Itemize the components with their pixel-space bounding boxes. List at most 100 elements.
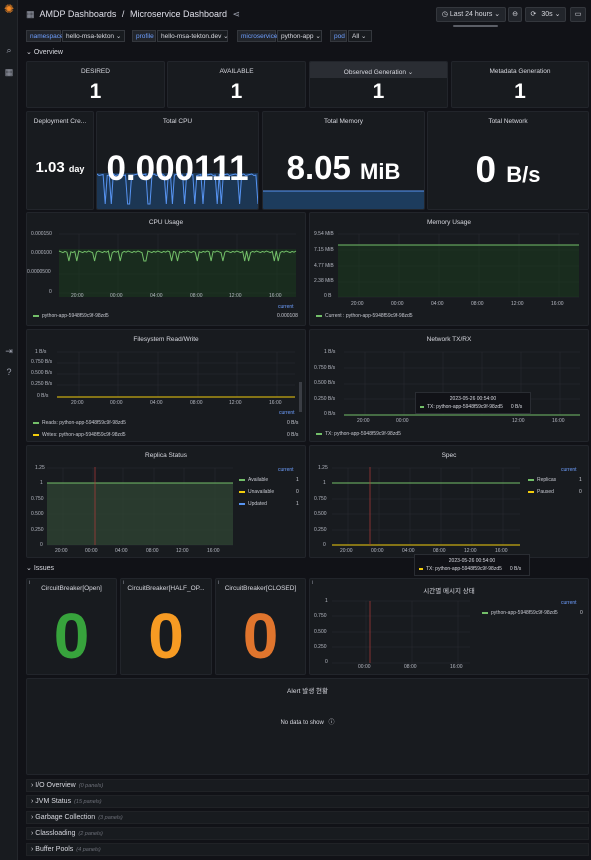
- sign-in-icon[interactable]: ⇥: [5, 346, 13, 356]
- panel-title: Spec: [441, 452, 457, 459]
- legend-label: Reads: python-app-5948f59c9f-98zd5: [42, 420, 126, 426]
- row-title: I/O Overview: [35, 782, 76, 789]
- refresh-button[interactable]: ⟳ 30s ⌄: [525, 7, 566, 22]
- variable-value[interactable]: hello-msa-tekton ⌄: [62, 30, 125, 42]
- y-tick: 0 B/s: [324, 411, 336, 417]
- legend-scrollbar[interactable]: [299, 382, 302, 412]
- row-jvm-status[interactable]: › JVM Status (15 panels): [26, 795, 589, 808]
- search-icon[interactable]: ⌕: [6, 45, 12, 55]
- chevron-down-icon: ⌄: [494, 11, 501, 18]
- chevron-down-icon: ⌄: [554, 11, 561, 18]
- y-tick: 0.250: [314, 644, 327, 650]
- x-tick: 20:00: [71, 293, 84, 299]
- row-panel-count: (0 panels): [78, 783, 104, 789]
- legend-item[interactable]: python-app-5948f59c9f-98zd5: [33, 313, 109, 319]
- panel-spec[interactable]: Spec 1.25 1 0.750 0.500 0.250 0 20:00 00…: [309, 445, 589, 558]
- stat-panel-cb-closed[interactable]: i CircuitBreaker[CLOSED] 0: [215, 578, 306, 675]
- legend-item-writes[interactable]: Writes: python-app-5948f59c9f-98zd5: [33, 432, 126, 438]
- legend-item[interactable]: TX: python-app-5948f59c9f-98zd5: [316, 431, 401, 437]
- y-tick: 2.38 MiB: [314, 278, 334, 284]
- stat-value: 1: [372, 80, 385, 103]
- stat-value: 0: [242, 600, 279, 672]
- tooltip-time: 2023-05-26 00:54:00: [448, 558, 496, 564]
- x-tick: 08:00: [471, 301, 484, 307]
- stat-panel-metadata-generation[interactable]: Metadata Generation 1: [451, 61, 589, 108]
- panel-network-tx-rx[interactable]: Network TX/RX 1 B/s 0.750 B/s 0.500 B/s …: [309, 329, 589, 442]
- stat-panel-total-network[interactable]: Total Network 0 B/s: [427, 111, 589, 210]
- message-status-graph: [332, 600, 470, 664]
- info-icon[interactable]: i: [218, 580, 220, 586]
- row-classloading[interactable]: › Classloading (2 panels): [26, 827, 589, 840]
- variable-value[interactable]: python-app ⌄: [277, 30, 322, 42]
- panel-replica-status[interactable]: Replica Status 1.25 1 0.750 0.500 0.250 …: [26, 445, 306, 558]
- row-issues[interactable]: ⌄ Issues: [26, 565, 55, 572]
- panel-memory-usage[interactable]: Memory Usage 9.54 MiB 7.15 MiB 4.77 MiB …: [309, 212, 589, 326]
- info-icon[interactable]: i: [29, 580, 31, 586]
- time-range-indicator: [453, 25, 498, 27]
- x-tick: 04:00: [150, 400, 163, 406]
- row-overview[interactable]: ⌄ Overview: [26, 49, 63, 56]
- panel-filesystem-read-write[interactable]: Filesystem Read/Write 1 B/s 0.750 B/s 0.…: [26, 329, 306, 442]
- variable-value-text: hello-msa-tekton.dev: [161, 33, 222, 40]
- legend-item[interactable]: Current : python-app-5948f59c9f-98zd5: [316, 313, 413, 319]
- time-picker-button[interactable]: ◷ Last 24 hours ⌄: [436, 7, 506, 22]
- tv-mode-button[interactable]: ▭: [570, 7, 586, 22]
- x-tick: 12:00: [229, 400, 242, 406]
- stat-panel-observed-generation[interactable]: Observed Generation ⌄ 1: [309, 61, 448, 108]
- stat-panel-deployment-created[interactable]: Deployment Cre... 1.03 day: [26, 111, 94, 210]
- tooltip-swatch: [420, 405, 424, 408]
- stat-panel-total-memory[interactable]: Total Memory 8.05 MiB: [262, 111, 425, 210]
- panel-message-status-timeline[interactable]: i 시간별 메시지 상태 1 0.750 0.500 0.250 0 00:00…: [309, 578, 589, 675]
- stat-panel-desired[interactable]: DESIRED 1: [26, 61, 165, 108]
- row-garbage-collection[interactable]: › Garbage Collection (3 panels): [26, 811, 589, 824]
- legend-item-updated[interactable]: Updated: [239, 501, 267, 507]
- zoom-out-button[interactable]: ⊖: [508, 7, 522, 22]
- share-icon[interactable]: ⋖: [232, 9, 241, 19]
- variable-value[interactable]: All ⌄: [348, 30, 372, 42]
- x-tick: 00:00: [396, 418, 409, 424]
- row-io-overview[interactable]: › I/O Overview (0 panels): [26, 779, 589, 792]
- variable-label: pod: [330, 30, 347, 42]
- info-icon[interactable]: i: [312, 580, 314, 586]
- dashboard-title[interactable]: Microservice Dashboard: [129, 9, 227, 19]
- help-icon[interactable]: ?: [6, 367, 12, 377]
- legend-swatch: [528, 490, 534, 493]
- panel-title: CPU Usage: [148, 219, 184, 226]
- empty-state-text: No data to show: [280, 720, 324, 726]
- legend-item-reads[interactable]: Reads: python-app-5948f59c9f-98zd5: [33, 420, 126, 426]
- x-tick: 04:00: [402, 548, 415, 554]
- x-tick: 04:00: [431, 301, 444, 307]
- legend-item-replicas[interactable]: Replicas: [528, 477, 556, 483]
- panel-alert-status[interactable]: Alert 발생 현황 No data to show ⓘ: [26, 678, 589, 775]
- legend-current-value: 1: [296, 501, 299, 507]
- stat-unit: B/s: [506, 162, 541, 187]
- y-tick: 0: [40, 542, 43, 548]
- info-icon[interactable]: i: [123, 580, 125, 586]
- panel-title[interactable]: Observed Generation ⌄: [343, 69, 414, 76]
- row-buffer-pools[interactable]: › Buffer Pools (4 panels): [26, 843, 589, 856]
- legend-item-unavailable[interactable]: Unavailable: [239, 489, 274, 495]
- stat-panel-cb-open[interactable]: i CircuitBreaker[Open] 0: [26, 578, 117, 675]
- legend-item-available[interactable]: Available: [239, 477, 268, 483]
- row-title: JVM Status: [35, 798, 72, 805]
- y-tick: 0.250 B/s: [314, 396, 336, 402]
- legend-item[interactable]: python-app-5948f59c9f-98zd5: [482, 610, 558, 616]
- panel-title: 시간별 메시지 상태: [423, 588, 475, 595]
- stat-panel-cb-half-open[interactable]: i CircuitBreaker[HALF_OP... 0: [120, 578, 212, 675]
- legend-item-paused[interactable]: Paused: [528, 489, 554, 495]
- stat-value-wrap: 1.03 day: [27, 159, 93, 176]
- stat-panel-available[interactable]: AVAILABLE 1: [167, 61, 306, 108]
- panel-cpu-usage[interactable]: CPU Usage 0.000150 0.000100 0.0000500 0 …: [26, 212, 306, 326]
- sparkline-line: [97, 173, 258, 205]
- variable-value[interactable]: hello-msa-tekton.dev ⌄: [157, 30, 229, 42]
- breadcrumb-root[interactable]: AMDP Dashboards: [39, 9, 117, 19]
- panel-title: CircuitBreaker[CLOSED]: [224, 585, 297, 592]
- stat-panel-total-cpu[interactable]: Total CPU 0.000111: [96, 111, 259, 210]
- y-tick: 0.750 B/s: [314, 365, 336, 371]
- x-tick: 20:00: [71, 400, 84, 406]
- y-tick: 0.750: [314, 496, 327, 502]
- stat-value: 0: [53, 600, 90, 672]
- dashboards-icon[interactable]: ▦: [4, 67, 14, 77]
- legend-label: Updated: [248, 501, 267, 507]
- grafana-logo-icon[interactable]: ✺: [3, 2, 15, 16]
